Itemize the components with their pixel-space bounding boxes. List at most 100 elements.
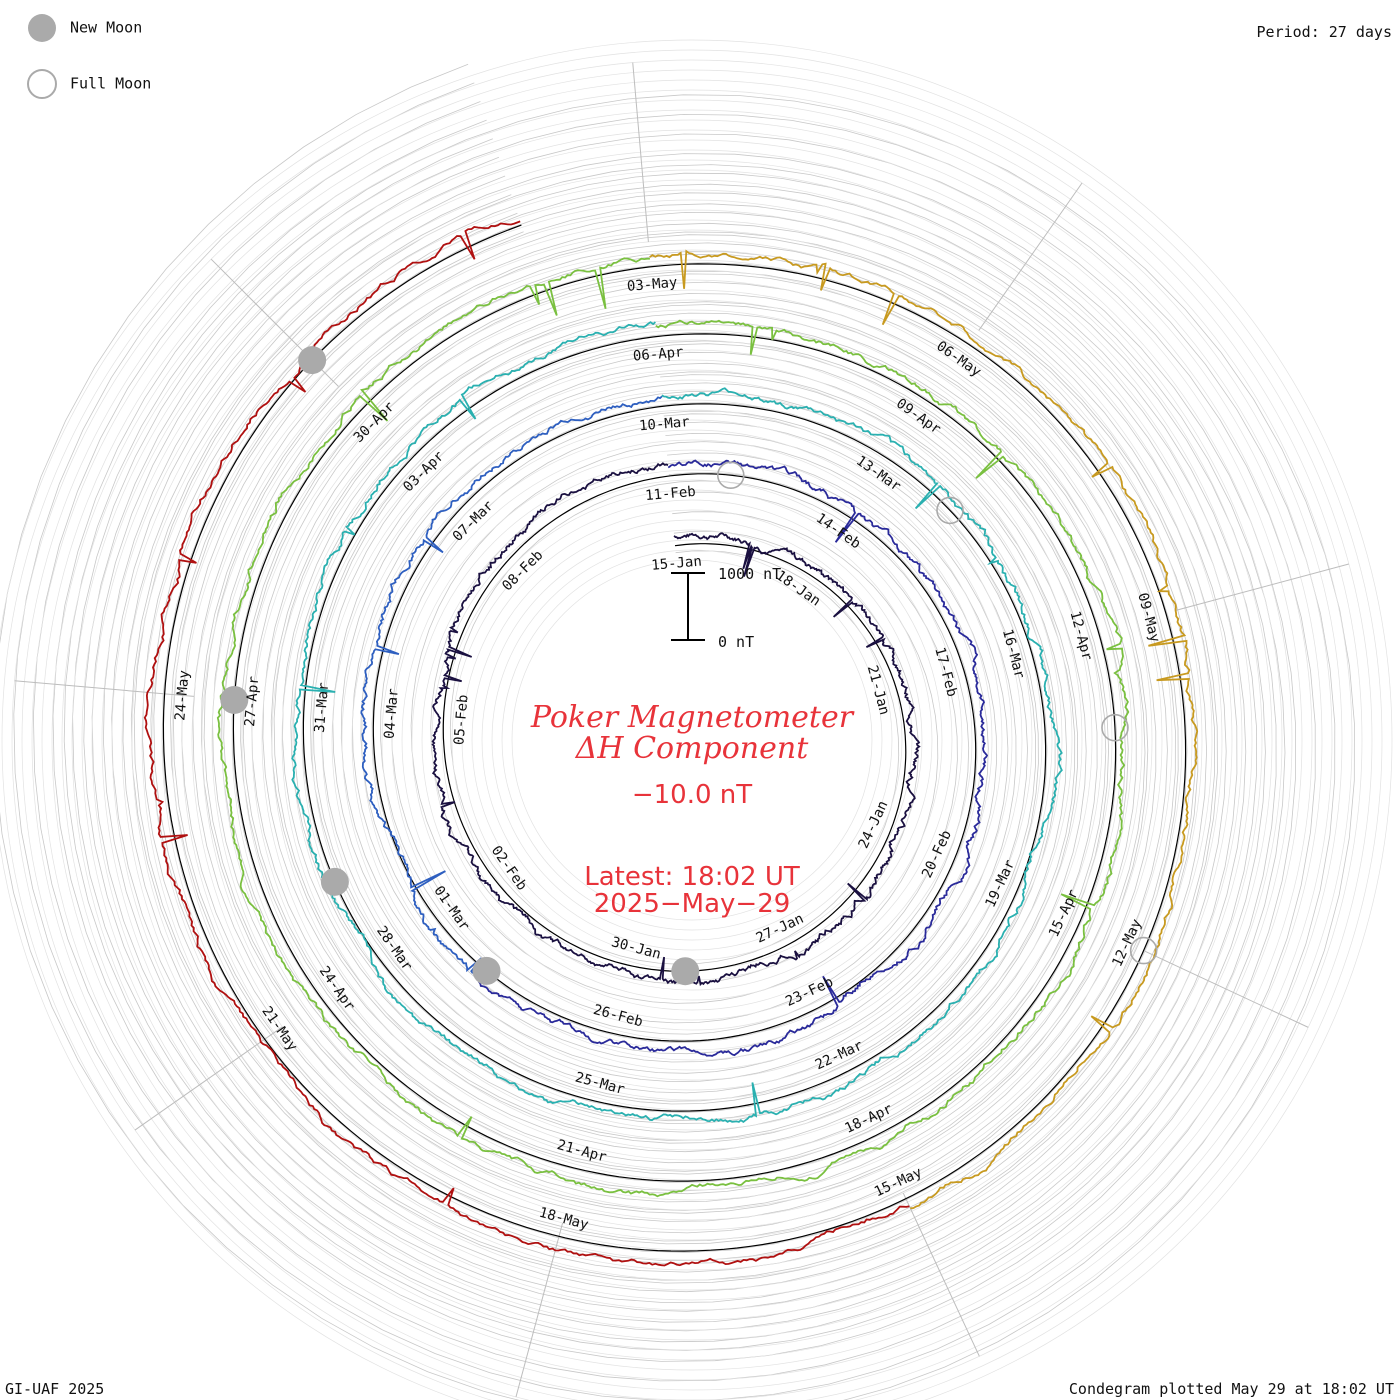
date-label: 08-Feb [499, 547, 546, 594]
grid-circle [211, 259, 1173, 1221]
date-label: 15-Jan [651, 554, 703, 574]
grid-circle [171, 219, 1213, 1261]
date-label: 10-Mar [638, 414, 690, 434]
grid-circle [141, 189, 1243, 1291]
date-label: 31-Mar [312, 682, 332, 734]
grid-circle [71, 119, 1313, 1361]
data-trace-b01010 [143, 220, 910, 1267]
current-value: −10.0 nT [632, 780, 752, 810]
grid-spoke [14, 680, 194, 697]
data-trace-2e5fc0 [360, 395, 663, 980]
grid-spoke [515, 1222, 564, 1397]
grid-circle [421, 469, 963, 1011]
date-label: 26-Feb [591, 1002, 644, 1031]
grid-circle [131, 179, 1253, 1301]
full-moon-marker [1101, 713, 1129, 742]
data-trace-7ac040 [216, 257, 1130, 1198]
grid-circle [321, 369, 1063, 1111]
date-label: 13-Mar [853, 453, 904, 495]
grid-spoke [1174, 563, 1349, 612]
grid-circle [1, 49, 1383, 1400]
grid-circle [201, 249, 1183, 1231]
date-label: 24-May [172, 670, 192, 722]
date-label: 11-Feb [645, 484, 697, 504]
new-moon-marker [298, 346, 327, 375]
grid-circle [21, 69, 1363, 1400]
grid-circle [511, 559, 873, 921]
grid-circle [371, 419, 1013, 1061]
grid-circle [301, 349, 1083, 1131]
new-moon-marker [220, 685, 249, 714]
grid-spoke [978, 182, 1083, 331]
footer-plotted: Condegram plotted May 29 at 18:02 UT [1069, 1380, 1394, 1398]
chart-subtitle: ΔH Component [575, 731, 809, 766]
grid-circle [331, 379, 1053, 1101]
grid-ring [111, 175, 1238, 1304]
spoke-layer [14, 62, 1349, 1397]
grid-circle [121, 169, 1263, 1311]
grid-circle [11, 59, 1373, 1400]
date-label: 21-Jan [864, 664, 893, 717]
scale-bottom-label: 0 nT [718, 633, 754, 651]
grid-circle [481, 529, 903, 951]
grid-circle [241, 289, 1143, 1191]
date-label: 05-Feb [451, 694, 471, 746]
grid-ring [32, 101, 1316, 1382]
footer-credit: GI-UAF 2025 [5, 1380, 104, 1398]
full-moon-marker [936, 496, 964, 525]
date-label: 02-Feb [488, 843, 530, 894]
grid-circle [101, 149, 1283, 1331]
grid-circle [161, 209, 1223, 1271]
grid-ring [72, 138, 1277, 1343]
latest-time: Latest: 18:02 UT [584, 862, 800, 892]
grid-circle [281, 329, 1103, 1151]
grid-circle [41, 89, 1343, 1391]
grid-circle [381, 429, 1003, 1051]
baseline-spiral [162, 224, 1187, 1252]
date-label: 03-May [626, 275, 678, 295]
data-trace-c89a20 [649, 249, 1199, 1210]
date-label: 07-Mar [450, 498, 497, 545]
baseline-path [162, 224, 1187, 1252]
grid-circle [401, 449, 983, 1031]
date-label: 16-Mar [999, 627, 1028, 680]
data-trace-1a1040 [431, 462, 921, 987]
grid-circle [411, 459, 973, 1021]
date-label: 15-May [872, 1164, 925, 1200]
grid-ring [0, 63, 1355, 1400]
grid-circle [261, 309, 1123, 1171]
grid-circle [31, 79, 1353, 1400]
grid-ring [13, 82, 1336, 1400]
date-label: 17-Feb [931, 646, 960, 699]
data-trace-2ab0b0 [291, 321, 1063, 1124]
grid-circle [221, 269, 1163, 1211]
grid-circle [91, 139, 1293, 1341]
grid-ring [52, 119, 1296, 1362]
date-label: 30-Jan [610, 934, 663, 963]
grid-circle [51, 99, 1333, 1381]
grid-circle [311, 359, 1073, 1121]
grid-circle [361, 409, 1023, 1071]
grid-ring [130, 194, 1218, 1284]
grid-circle [61, 109, 1323, 1371]
grid-circle [181, 229, 1203, 1251]
grid-circle [291, 339, 1093, 1141]
period-label: Period: 27 days [1257, 23, 1392, 41]
grid-circle [151, 199, 1233, 1281]
new-moon-marker [320, 867, 349, 896]
date-label: 21-Apr [555, 1137, 608, 1166]
data-traces [143, 220, 1199, 1267]
scale-top-label: 1000 nT [718, 565, 781, 583]
grid-layer [0, 39, 1393, 1400]
grid-circle [111, 159, 1273, 1321]
full-moon-marker [1129, 936, 1158, 965]
grid-ring [170, 231, 1179, 1245]
grid-circle [231, 279, 1153, 1201]
full-moon-legend-icon [27, 69, 57, 99]
new-moon-marker [472, 956, 501, 985]
date-label: 18-May [537, 1205, 590, 1234]
grid-circle [81, 129, 1303, 1351]
grid-circle [391, 439, 993, 1041]
scale-bar [671, 572, 705, 641]
